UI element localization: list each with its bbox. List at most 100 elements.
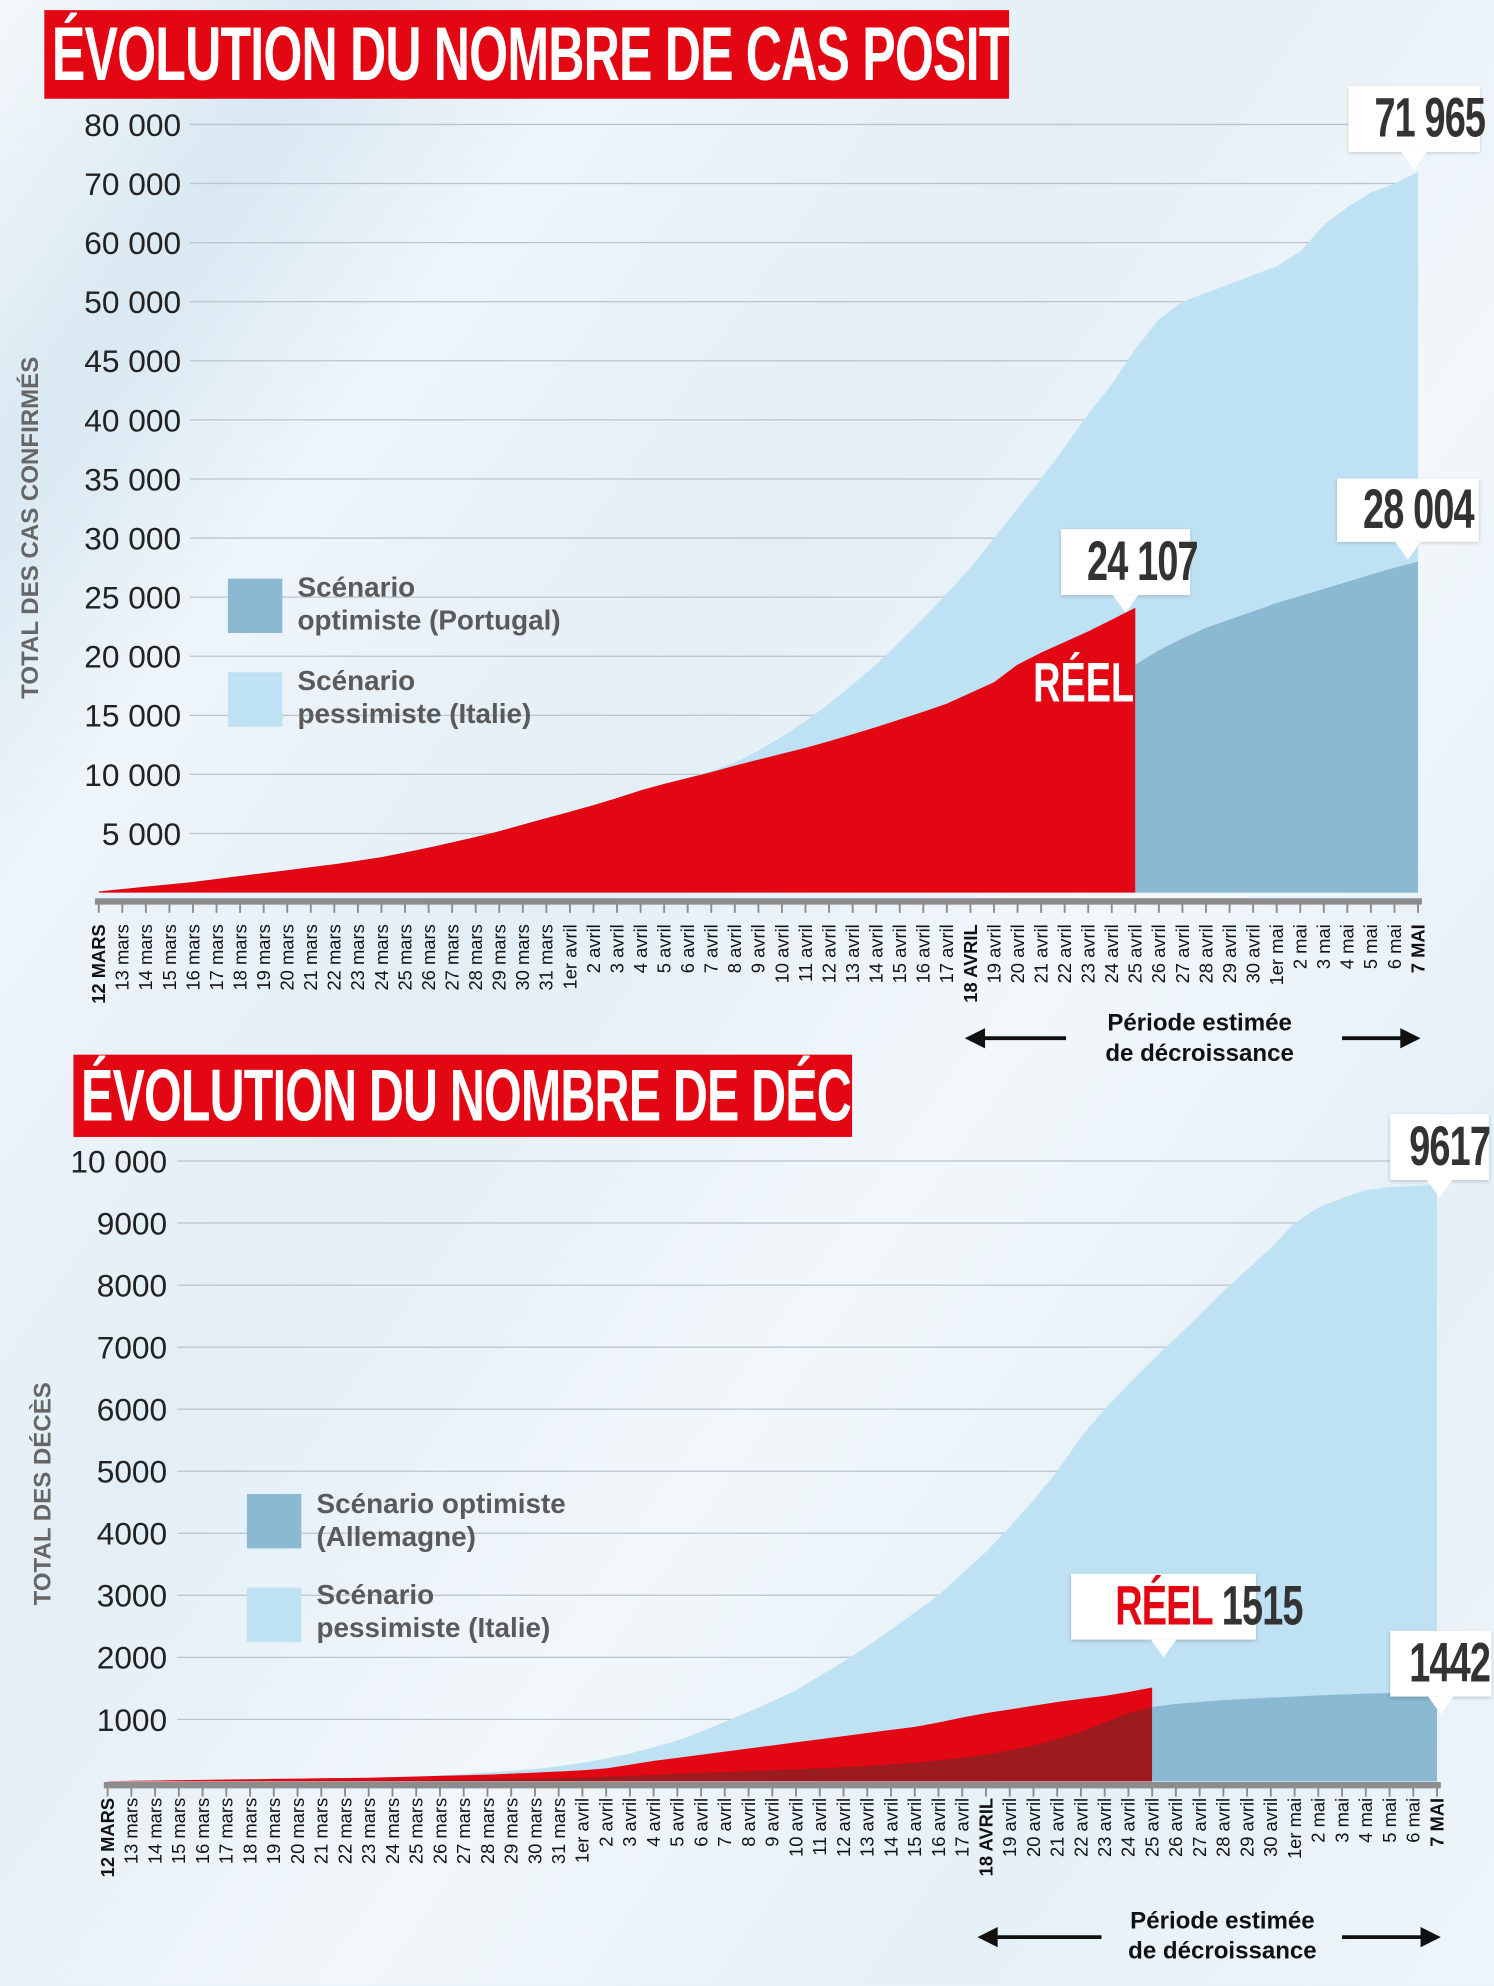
x-tick-label: 16 avril xyxy=(928,1798,949,1857)
callout-value: 9617 xyxy=(1409,1115,1491,1178)
area-real xyxy=(98,607,1136,893)
x-tick-label: 2 avril xyxy=(595,1798,616,1847)
legend-line: Scénario optimiste xyxy=(316,1487,566,1520)
arrow-right-icon xyxy=(1400,1028,1421,1049)
x-tick-label: 26 avril xyxy=(1148,924,1169,983)
y-tick-label: 15 000 xyxy=(84,698,181,734)
legend-line: pessimiste (Italie) xyxy=(316,1611,551,1644)
x-tick-label: 30 mars xyxy=(512,924,533,990)
x-tick-label: 5 avril xyxy=(653,924,674,973)
x-tick-label: 21 avril xyxy=(1030,924,1051,983)
period-line: de décroissance xyxy=(1105,1040,1294,1068)
x-tick-label: 17 mars xyxy=(216,1798,237,1864)
legend-line: optimiste (Portugal) xyxy=(297,603,561,636)
legend-label-optimist: Scénario optimiste (Allemagne) xyxy=(317,1488,566,1554)
x-tick-label: 4 mai xyxy=(1355,1798,1376,1843)
x-tick-label: 7 MAI xyxy=(1407,924,1428,973)
y-tick-label: 30 000 xyxy=(84,520,181,556)
x-tick-label: 25 mars xyxy=(394,924,415,990)
x-tick-label: 15 mars xyxy=(159,924,180,990)
x-tick-label: 23 avril xyxy=(1078,924,1099,983)
x-tick-label: 27 mars xyxy=(453,1798,474,1864)
chart2-title-text: ÉVOLUTION DU NOMBRE DE DÉCÈS xyxy=(81,1054,853,1137)
x-tick-label: 1er mai xyxy=(1266,924,1287,985)
x-tick-label: 21 mars xyxy=(311,1798,332,1864)
callout-optimist-end: 1442 xyxy=(1390,1630,1492,1715)
area-optimist-overlap xyxy=(107,1706,1153,1782)
x-tick-label: 19 avril xyxy=(999,1798,1020,1857)
x-tick-label: 3 mai xyxy=(1313,924,1334,969)
x-tick-label: 14 mars xyxy=(135,924,156,990)
x-tick-label: 28 avril xyxy=(1195,924,1216,983)
x-tick-label: 7 MAI xyxy=(1426,1798,1447,1847)
x-tick-label: 20 mars xyxy=(277,924,298,990)
x-tick-label: 12 avril xyxy=(818,924,839,983)
y-tick-label: 6000 xyxy=(97,1392,167,1428)
x-tick-label: 8 avril xyxy=(738,1798,759,1847)
y-tick-label: 10 000 xyxy=(70,1143,167,1179)
x-tick-label: 6 mai xyxy=(1384,924,1405,969)
x-tick-label: 7 avril xyxy=(701,924,722,973)
y-tick-label: 40 000 xyxy=(84,402,181,438)
x-tick-label: 24 avril xyxy=(1118,1798,1139,1857)
x-tick-label: 16 mars xyxy=(182,924,203,990)
x-tick-label: 11 avril xyxy=(795,924,816,982)
x-tick-label: 14 mars xyxy=(144,1798,165,1864)
y-tick-label: 8000 xyxy=(97,1267,167,1303)
legend-line: Scénario xyxy=(297,571,416,603)
x-tick-label: 13 avril xyxy=(857,1798,878,1857)
x-tick-label: 27 avril xyxy=(1189,1798,1210,1857)
x-tick-label: 6 avril xyxy=(690,1798,711,1847)
period-line: Période estimée xyxy=(1130,1908,1315,1935)
legend-line: (Allemagne) xyxy=(316,1520,476,1553)
x-tick-label: 15 avril xyxy=(904,1798,925,1857)
area-optimist xyxy=(1135,561,1419,893)
x-tick-label: 13 mars xyxy=(121,1798,142,1864)
x-tick-label: 4 avril xyxy=(630,924,651,973)
x-tick-label: 29 mars xyxy=(489,924,510,990)
x-tick-label: 30 mars xyxy=(524,1798,545,1864)
x-tick-label: 2 mai xyxy=(1308,1798,1329,1843)
x-tick-label: 19 avril xyxy=(983,924,1004,983)
chart2-title: ÉVOLUTION DU NOMBRE DE DÉCÈS xyxy=(73,1054,853,1137)
callout-optimist-end: 28 004 xyxy=(1337,478,1479,560)
legend-swatch-pessimist xyxy=(227,672,283,727)
x-tick-label: 20 avril xyxy=(1007,924,1028,983)
x-tick-label: 26 mars xyxy=(418,924,439,990)
y-tick-label: 4000 xyxy=(97,1516,167,1552)
legend-swatch-optimist xyxy=(246,1493,302,1549)
x-tick-label: 16 avril xyxy=(913,924,934,983)
x-tick-label: 2 avril xyxy=(583,924,604,973)
chart2-y-axis-title: TOTAL DES DÉCÈS xyxy=(30,1382,57,1606)
y-tick-label: 25 000 xyxy=(84,580,181,616)
y-tick-label: 1000 xyxy=(97,1702,167,1738)
arrow-left-icon xyxy=(964,1028,986,1049)
x-tick-label: 3 mai xyxy=(1331,1798,1352,1843)
x-tick-label: 10 avril xyxy=(771,924,792,983)
y-tick-label: 5000 xyxy=(97,1454,167,1490)
x-tick-label: 29 mars xyxy=(501,1798,522,1864)
x-tick-label: 1er mai xyxy=(1284,1798,1305,1859)
x-tick-label: 1er avril xyxy=(559,924,580,989)
legend-line: Scénario xyxy=(316,1578,435,1611)
x-tick-label: 25 avril xyxy=(1125,924,1146,983)
x-tick-label: 5 mai xyxy=(1379,1798,1400,1843)
x-tick-label: 6 avril xyxy=(677,924,698,973)
x-tick-label: 18 mars xyxy=(239,1798,260,1864)
y-tick-label: 3000 xyxy=(97,1578,167,1614)
x-tick-label: 15 mars xyxy=(168,1798,189,1864)
x-tick-label: 29 avril xyxy=(1219,924,1240,983)
x-tick-label: 18 AVRIL xyxy=(975,1798,996,1877)
x-tick-label: 17 avril xyxy=(952,1798,973,1857)
callout-value: 28 004 xyxy=(1363,478,1475,541)
x-tick-label: 4 avril xyxy=(643,1798,664,1847)
x-tick-label: 14 avril xyxy=(866,924,887,983)
x-tick-label: 5 avril xyxy=(667,1798,688,1847)
callout-real-word: RÉEL xyxy=(1115,1575,1213,1638)
x-tick-label: 2 mai xyxy=(1290,924,1311,969)
callout-value: 24 107 xyxy=(1087,530,1199,593)
x-tick-label: 12 avril xyxy=(833,1798,854,1857)
chart1-title-text: ÉVOLUTION DU NOMBRE DE CAS POSITIFS xyxy=(51,11,1010,97)
x-tick-label: 31 mars xyxy=(548,1798,569,1864)
y-tick-label: 7000 xyxy=(97,1330,167,1366)
